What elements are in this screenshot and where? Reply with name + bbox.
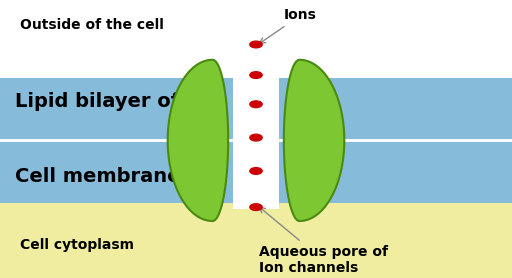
Bar <box>233 72 279 208</box>
Text: Cell cytoplasm: Cell cytoplasm <box>20 238 135 252</box>
Circle shape <box>250 134 262 141</box>
Text: Cell membrane: Cell membrane <box>15 167 181 186</box>
Circle shape <box>250 204 262 210</box>
PathPatch shape <box>284 60 344 221</box>
Bar <box>0 78 512 203</box>
Circle shape <box>250 41 262 48</box>
Text: Aqueous pore of
Ion channels: Aqueous pore of Ion channels <box>259 207 388 275</box>
Text: Outside of the cell: Outside of the cell <box>20 18 164 32</box>
Text: Lipid bilayer of: Lipid bilayer of <box>15 92 180 111</box>
Circle shape <box>250 168 262 174</box>
Text: Ions: Ions <box>260 8 317 43</box>
Circle shape <box>250 101 262 108</box>
PathPatch shape <box>168 60 228 221</box>
Bar <box>0 203 512 278</box>
Circle shape <box>250 72 262 78</box>
